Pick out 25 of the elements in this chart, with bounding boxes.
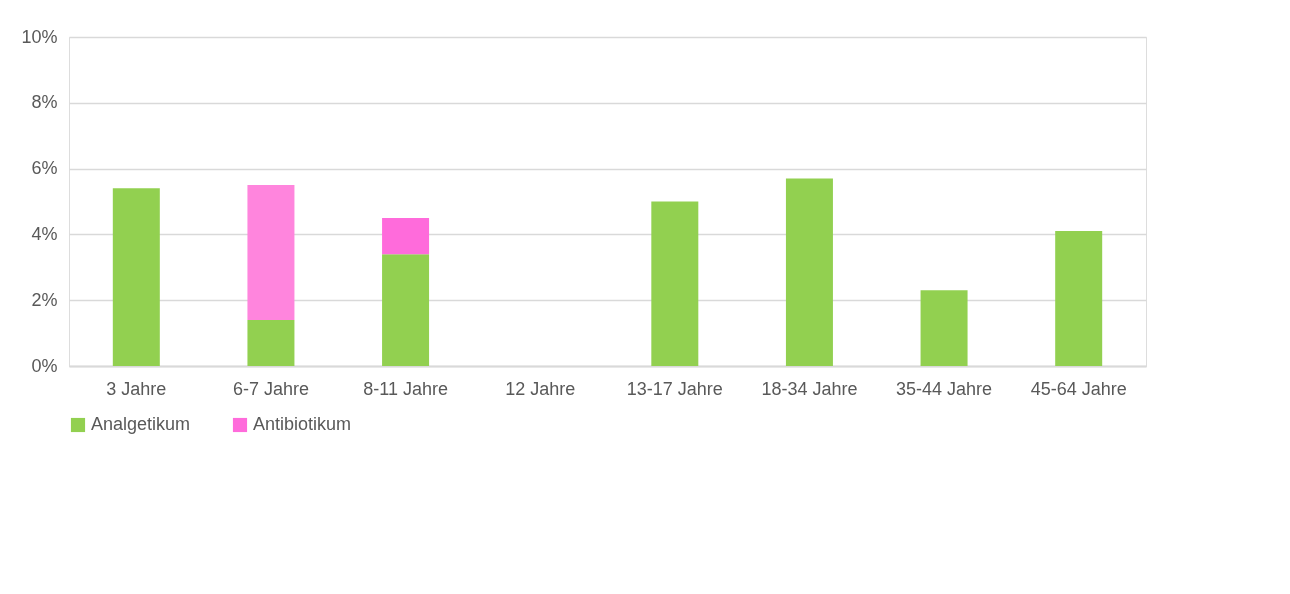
bar xyxy=(247,319,295,366)
legend-label: Analgetikum xyxy=(91,414,191,434)
y-tick-label: 8% xyxy=(31,92,58,113)
legend-label: Antibiotikum xyxy=(253,414,352,434)
x-tick-label: 12 Jahre xyxy=(505,378,576,399)
bar xyxy=(1055,231,1103,366)
bar xyxy=(785,178,833,366)
y-tick-label: 0% xyxy=(31,355,58,376)
y-tick-label: 2% xyxy=(31,289,58,310)
x-tick-label: 35-44 Jahre xyxy=(896,378,993,399)
y-tick-label: 4% xyxy=(31,223,58,244)
y-tick-label: 6% xyxy=(31,158,58,179)
x-tick-label: 45-64 Jahre xyxy=(1030,378,1127,399)
x-tick-label: 13-17 Jahre xyxy=(626,378,723,399)
bar xyxy=(382,254,430,366)
bar xyxy=(382,217,430,255)
x-tick-label: 18-34 Jahre xyxy=(761,378,858,399)
bar xyxy=(112,188,160,366)
x-tick-label: 8-11 Jahre xyxy=(363,378,448,399)
x-tick-label: 6-7 Jahre xyxy=(232,378,309,399)
bar xyxy=(247,185,295,320)
bar xyxy=(651,201,699,366)
x-tick-label: 3 Jahre xyxy=(106,378,167,399)
bar xyxy=(920,290,968,366)
y-tick-label: 10% xyxy=(21,26,58,47)
